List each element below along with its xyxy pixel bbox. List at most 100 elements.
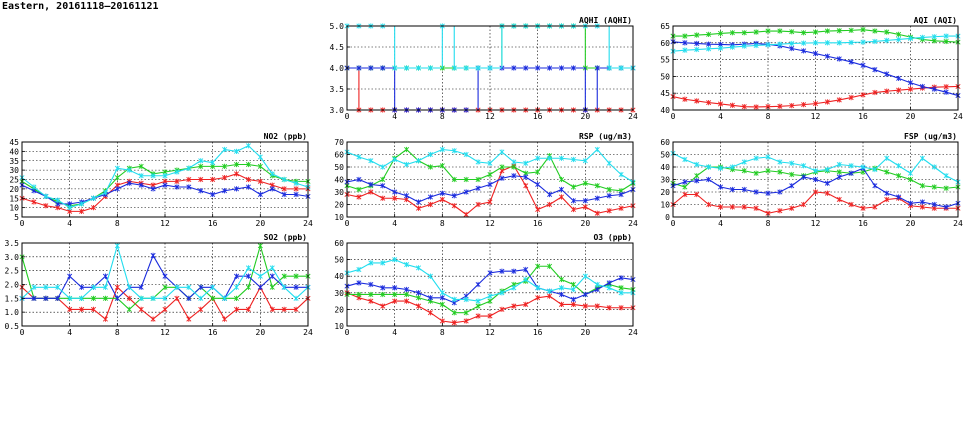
y-tick-label: 2.5 (5, 267, 20, 276)
data-point-red (694, 98, 700, 104)
data-point-green (114, 174, 120, 181)
data-point-blue (931, 201, 937, 208)
data-point-cyan (606, 160, 612, 166)
data-point-red (198, 176, 204, 183)
data-point-red (79, 306, 85, 313)
data-point-blue (570, 296, 576, 303)
y-tick-label: 10 (334, 213, 344, 222)
data-point-red (717, 101, 724, 107)
data-point-green (884, 29, 890, 35)
data-point-red (535, 295, 541, 301)
y-tick-label: 20 (9, 185, 19, 194)
x-tick-label: 16 (533, 219, 543, 228)
data-point-cyan (729, 164, 735, 170)
data-point-cyan (415, 158, 422, 164)
data-point-red (269, 306, 275, 313)
data-point-blue (570, 65, 576, 71)
data-point-green (836, 28, 842, 34)
data-point-green (931, 184, 937, 190)
data-point-red (67, 306, 73, 313)
data-point-blue (487, 270, 493, 276)
data-point-red (812, 100, 819, 107)
data-point-blue (836, 56, 842, 62)
data-point-cyan (222, 295, 228, 301)
data-point-cyan (535, 155, 541, 161)
data-point-cyan (55, 197, 61, 203)
data-point-red (694, 191, 700, 198)
data-point-cyan (281, 284, 287, 290)
data-point-cyan (392, 256, 398, 263)
y-tick-label: 70 (334, 138, 344, 147)
data-point-red (245, 306, 251, 313)
data-point-cyan (174, 284, 180, 290)
data-point-cyan (257, 154, 263, 160)
data-point-green (463, 310, 469, 316)
data-point-cyan (896, 36, 902, 43)
data-point-green (682, 33, 688, 39)
data-point-blue (789, 183, 795, 189)
data-point-blue (463, 189, 469, 195)
data-point-cyan (618, 290, 624, 296)
data-point-blue (558, 291, 565, 298)
data-point-cyan (487, 65, 493, 71)
data-point-red (475, 201, 481, 208)
data-point-green (451, 310, 457, 316)
data-point-cyan (943, 33, 949, 39)
data-point-green (694, 32, 700, 38)
data-point-red (463, 211, 469, 218)
data-point-cyan (427, 273, 433, 279)
data-point-cyan (475, 159, 481, 165)
x-tick-label: 12 (811, 112, 821, 121)
data-point-red (210, 176, 216, 183)
data-point-blue (43, 295, 49, 301)
data-point-green (380, 176, 386, 183)
data-point-blue (451, 193, 457, 199)
data-point-green (404, 146, 410, 153)
data-point-red (463, 318, 469, 324)
chart-panel-5: 0 4 8 12 16 20 24 0.5 1.0 1.5 2.0 2.5 3.0 3.5 SO2 (ppb… (5, 233, 313, 337)
data-point-cyan (931, 164, 937, 170)
data-point-green (102, 295, 108, 301)
x-tick-label: 20 (581, 219, 591, 228)
data-point-blue (801, 174, 807, 180)
data-point-red (812, 189, 819, 195)
x-tick-label: 16 (208, 219, 218, 228)
data-point-cyan (451, 148, 457, 154)
data-point-cyan (233, 148, 240, 155)
data-point-cyan (931, 34, 937, 40)
data-point-cyan (836, 161, 842, 168)
data-point-blue (233, 273, 240, 279)
data-point-green (439, 163, 445, 169)
data-point-red (872, 89, 878, 96)
x-tick-label: 20 (906, 112, 916, 121)
data-point-cyan (777, 159, 783, 165)
y-tick-label: 0 (665, 213, 670, 222)
data-point-red (717, 204, 724, 210)
data-point-blue (594, 195, 600, 201)
data-point-blue (392, 189, 398, 195)
data-point-cyan (558, 155, 565, 161)
data-point-cyan (682, 156, 688, 163)
data-point-green (245, 284, 251, 290)
data-point-blue (812, 50, 819, 57)
data-point-green (427, 164, 433, 170)
data-point-blue (427, 194, 433, 200)
data-point-cyan (114, 243, 120, 249)
data-point-blue (535, 181, 541, 188)
data-point-cyan (706, 164, 712, 170)
data-point-green (126, 306, 132, 313)
data-point-green (281, 273, 287, 279)
y-tick-label: 30 (9, 166, 19, 175)
data-point-cyan (392, 65, 398, 71)
data-point-blue (618, 191, 624, 198)
data-point-blue (257, 284, 263, 290)
data-point-blue (547, 65, 553, 71)
data-point-cyan (694, 46, 700, 53)
data-point-red (836, 196, 842, 203)
data-point-cyan (427, 151, 433, 158)
data-point-cyan (836, 40, 842, 46)
data-point-green (896, 173, 902, 179)
y-tick-label: 1.5 (5, 294, 20, 303)
y-tick-label: 4.0 (330, 64, 345, 73)
data-point-red (487, 313, 493, 319)
